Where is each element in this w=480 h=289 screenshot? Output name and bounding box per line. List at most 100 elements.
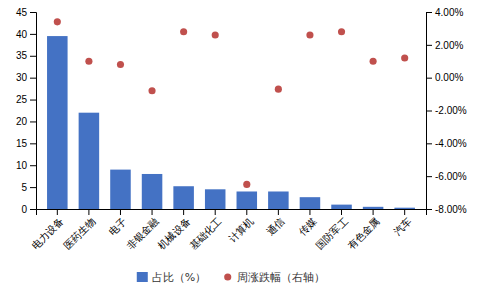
tick-label: 0 (21, 204, 27, 215)
tick-label: 电力设备 (30, 215, 66, 251)
tick-label: 传媒 (297, 215, 319, 237)
marks (47, 18, 415, 209)
legend-item: 周涨跌幅（右轴） (224, 271, 325, 284)
point (85, 58, 92, 65)
tick: -8.00% (426, 204, 467, 215)
tick: 医药生物 (61, 209, 97, 251)
point (401, 54, 408, 61)
point (148, 87, 155, 94)
tick-mark (30, 121, 36, 122)
tick-mark (278, 209, 279, 215)
tick-label: 基础化工 (188, 215, 224, 251)
tick: 机械设备 (156, 209, 192, 251)
tick-label: 4.00% (435, 7, 463, 18)
tick-mark (30, 187, 36, 188)
legend-swatch (137, 272, 148, 282)
tick-label: 15 (16, 138, 28, 149)
tick-mark (88, 209, 89, 215)
tick-label: 10 (16, 160, 28, 171)
tick: 基础化工 (188, 209, 224, 251)
tick-label: -2.00% (435, 105, 467, 116)
tick-label: 电子 (107, 215, 129, 237)
bar (173, 186, 194, 209)
point (370, 58, 377, 65)
tick-label: 2.00% (435, 40, 463, 51)
legend-label: 占比（%） (152, 271, 206, 284)
bar (79, 113, 100, 209)
tick-mark (309, 209, 310, 215)
axis-line (30, 13, 37, 210)
bar (394, 208, 415, 209)
tick-label: 40 (16, 29, 28, 40)
tick-label: 45 (16, 7, 28, 18)
tick-mark (30, 100, 36, 101)
tick-mark (30, 78, 36, 79)
tick: 电力设备 (30, 209, 66, 251)
legend-label: 周涨跌幅（右轴） (237, 271, 325, 284)
bar (268, 191, 289, 209)
tick-label: 非银金融 (124, 215, 160, 251)
tick-mark (404, 209, 405, 215)
tick-mark (57, 209, 58, 215)
tick: 传媒 (297, 209, 319, 237)
point (306, 31, 313, 38)
tick: 20 (16, 116, 36, 127)
tick: 15 (16, 138, 36, 149)
tick: 10 (16, 160, 36, 171)
tick-label: -8.00% (435, 204, 467, 215)
tick: 非银金融 (124, 209, 160, 251)
tick-label: 30 (16, 72, 28, 83)
bar (47, 36, 68, 209)
bar (363, 207, 384, 209)
tick: -4.00% (426, 138, 467, 149)
tick-mark (30, 165, 36, 166)
tick-mark (30, 143, 36, 144)
tick-label: 35 (16, 50, 28, 61)
tick-mark (426, 111, 432, 112)
axis-line (427, 13, 433, 210)
tick: 5 (21, 182, 36, 193)
point-series (54, 18, 409, 188)
tick-label: 通信 (265, 215, 287, 237)
bar (300, 197, 321, 209)
tick-mark (426, 143, 432, 144)
legend-item: 占比（%） (137, 271, 206, 284)
tick-label: 20 (16, 116, 28, 127)
bar (142, 174, 163, 209)
point (212, 31, 219, 38)
tick: 25 (16, 94, 36, 105)
tick-label: 5 (21, 182, 27, 193)
tick-mark (426, 176, 432, 177)
tick-mark (183, 209, 184, 215)
bar (110, 170, 131, 209)
tick-mark (30, 209, 36, 210)
tick: 0 (21, 204, 36, 215)
tick-label: 汽车 (391, 215, 413, 237)
point (180, 28, 187, 35)
tick: 4.00% (426, 7, 463, 18)
tick-mark (30, 12, 36, 13)
x-axis: 电力设备医药生物电子非银金融机械设备基础化工计算机通信传媒国防军工有色金属汽车 (30, 209, 427, 251)
tick-mark (426, 78, 432, 79)
axis-line (37, 210, 427, 216)
tick-mark (30, 56, 36, 57)
tick-label: 计算机 (226, 215, 255, 244)
tick: -2.00% (426, 105, 467, 116)
plot: 0 5 10 15 20 25 30 35 40 45 -8.00% -6.00% -4.00% -2.0… (16, 7, 467, 252)
tick: 40 (16, 29, 36, 40)
tick-label: 0.00% (435, 72, 463, 83)
tick: -6.00% (426, 171, 467, 182)
tick: 电子 (107, 209, 129, 237)
tick-label: -4.00% (435, 138, 467, 149)
tick: 国防军工 (314, 209, 350, 251)
tick-mark (30, 34, 36, 35)
bar (205, 189, 226, 209)
tick-mark (426, 12, 432, 13)
legend-swatch (224, 273, 231, 280)
tick-mark (373, 209, 374, 215)
tick-mark (426, 45, 432, 46)
tick: 通信 (265, 209, 287, 237)
bar (237, 191, 258, 209)
tick: 30 (16, 72, 36, 83)
tick-label: 25 (16, 94, 28, 105)
